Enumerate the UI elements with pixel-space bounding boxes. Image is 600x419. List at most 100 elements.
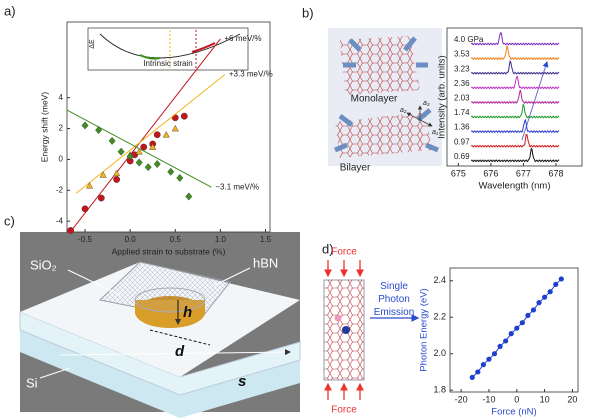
y-axis-label: Energy shift (meV) [39,92,49,163]
data-point [135,158,143,167]
inset-curve [139,54,161,60]
data-point [140,143,148,151]
pressure-label: 0.97 [454,137,470,146]
spectrum [470,118,560,134]
x-tick-label: 0.0 [125,235,137,244]
inset-curve [99,33,241,59]
x-axis-label: Wavelength (nm) [479,181,551,192]
inset: ΔE Intrinsic strain [87,27,249,71]
panel-labels: a) b) c) d) [4,3,334,256]
data-point [469,374,475,381]
data-point [81,205,89,213]
spectrum [470,32,560,46]
force-label: Force [331,405,357,416]
pressure-label: 1.74 [454,108,470,117]
x-tick-label: 0.5 [170,235,182,244]
x-tick-label: 1.0 [215,235,227,244]
monolayer-label: Monolayer [351,94,398,105]
data-point [126,152,134,161]
spacing-label: s [238,373,246,390]
data-point [553,281,559,288]
data-point [153,131,161,139]
data-point [530,307,537,313]
crystal-axes [406,105,433,127]
data-point [149,143,157,150]
data-point [153,160,161,169]
panel-label: b) [302,5,314,20]
leader-line [39,367,71,379]
device-illustration: SiO₂ hBN h d s Si [19,232,301,418]
diameter-label: d [175,343,185,360]
axis-symbol: a₁ [432,129,439,136]
y-tick-label: 4 [59,93,64,102]
pressure-label: 2.03 [454,94,470,103]
data-point [135,148,143,155]
x-tick-label: 676 [483,168,498,178]
force-label: Force [331,247,357,258]
y-tick-label: -4 [56,216,64,225]
x-axis-label: Applied strain to substrate (%) [112,246,226,256]
x-axis-label: Force (nN) [491,407,536,418]
pressure-label: 3.23 [454,64,470,73]
data-point [176,173,184,182]
y-tick-label: 2.4 [433,275,446,285]
x-tick-label: 678 [548,168,563,178]
data-point [99,171,107,178]
trend-arrow [521,61,549,141]
leader-line [67,269,121,296]
data-point [167,167,175,176]
data-point [113,176,121,183]
lattice-illustration: Monolayer Bilayer a₂ a₃ a₁ [328,28,442,174]
x-tick-label: -10 [482,394,495,404]
inset-ylabel: ΔE [89,39,96,49]
data-point [480,362,486,368]
oxide-label: SiO₂ [30,257,57,272]
pressure-label: 3.53 [454,50,470,59]
series-label: +6 meV/% [224,34,261,43]
data-point [86,182,94,189]
leader-line [214,267,251,286]
data-point [491,351,498,357]
y-tick-label: 2 [59,124,64,133]
spectrum [470,45,560,61]
x-tick-label: 675 [451,168,466,178]
pressure-label: 2.36 [454,79,470,88]
spectrum [470,89,560,105]
fit-line [71,38,221,231]
data-point [95,126,103,135]
y-tick-label: 2.2 [433,312,446,322]
inset-curve [191,42,216,53]
plot-frame [66,21,271,233]
data-point [536,300,542,306]
data-point [542,294,548,300]
process-label-box: Single Photon Emission [374,281,415,318]
y-axis-label: Intensity (arb. units) [437,55,448,138]
data-point [185,192,193,201]
data-point [558,276,564,282]
pressure-label: 0.69 [454,152,470,161]
data-point [519,320,525,326]
x-tick-label: 10 [540,394,550,404]
data-point [81,121,89,130]
data-point [486,356,492,362]
hbn-dome [134,287,206,313]
data-point [108,136,116,145]
pressure-label: 1.36 [454,123,470,132]
bilayer-lattice [335,112,432,158]
dimension-arrow [149,329,211,346]
pressure-label: 4.0 GPa [454,35,484,44]
inset-frame [87,27,249,71]
x-tick-label: 0 [514,394,519,404]
plot-frame [446,27,583,167]
data-point [475,369,481,375]
spectrum [470,102,560,119]
defect-atom [342,326,350,334]
data-point [180,112,188,120]
x-tick-label: 677 [516,168,531,178]
y-tick-label: 0 [59,155,64,164]
data-point [508,331,514,337]
y-tick-label: 1.8 [433,385,446,395]
force-diagram: Force Force Single Photon Emission [323,247,420,416]
data-point [162,131,170,138]
